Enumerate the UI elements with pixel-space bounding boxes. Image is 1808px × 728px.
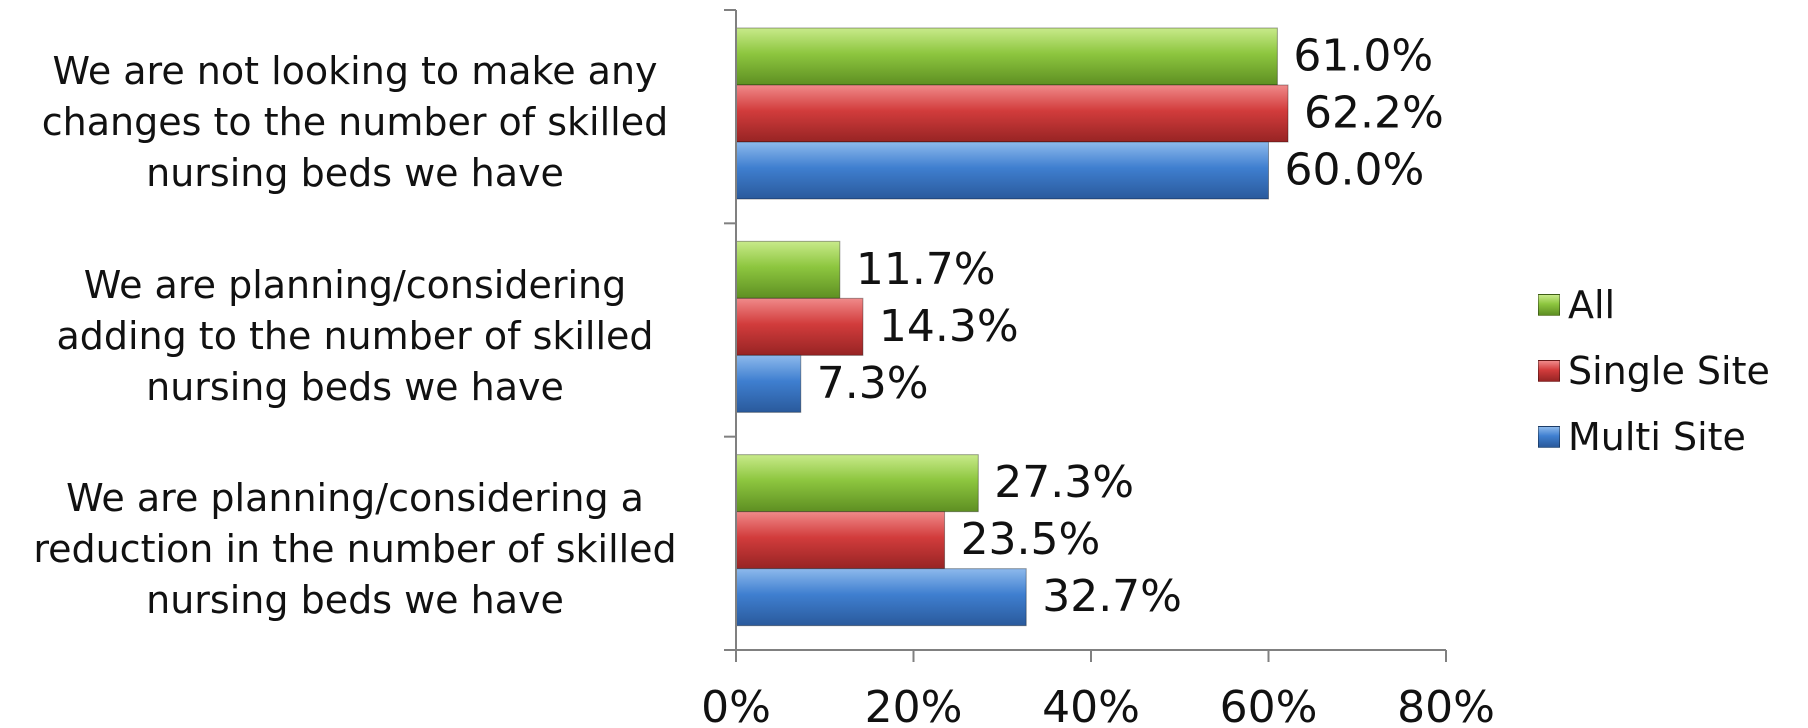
bar-all-2 [736,241,840,298]
data-label-single-site-2: 14.3% [879,301,1019,352]
data-label-all-1: 61.0% [1293,31,1433,82]
bar-all-3 [736,455,978,512]
x-tick-label-40: 40% [1042,682,1140,728]
data-label-single-site-3: 23.5% [961,514,1101,565]
bar-multi-site-2 [736,355,801,412]
category-label-line: nursing beds we have [5,148,705,199]
x-tick-label-80: 80% [1397,682,1495,728]
category-label-line: We are planning/considering a [5,473,705,524]
category-label-3: We are planning/considering a reduction i… [5,473,705,626]
bar-multi-site-3 [736,569,1026,626]
bar-single-site-1 [736,85,1288,142]
legend: All Single Site Multi Site [1538,272,1770,470]
legend-item-all: All [1538,272,1770,338]
legend-label-all: All [1568,283,1615,327]
data-label-multi-site-3: 32.7% [1042,571,1182,622]
category-label-line: We are planning/considering [5,260,705,311]
data-label-all-3: 27.3% [994,457,1134,508]
legend-swatch-all [1538,294,1560,316]
category-label-line: adding to the number of skilled [5,311,705,362]
legend-label-single-site: Single Site [1568,349,1770,393]
category-label-2: We are planning/considering adding to the… [5,260,705,413]
category-label-line: changes to the number of skilled [5,97,705,148]
data-label-multi-site-1: 60.0% [1285,145,1425,196]
x-tick-label-0: 0% [701,682,771,728]
legend-swatch-multi-site [1538,426,1560,448]
data-label-all-2: 11.7% [856,244,996,295]
category-label-line: nursing beds we have [5,575,705,626]
legend-item-multi-site: Multi Site [1538,404,1770,470]
category-label-1: We are not looking to make any changes to… [5,46,705,199]
data-label-single-site-1: 62.2% [1304,88,1444,139]
x-tick-label-20: 20% [865,682,963,728]
x-tick-label-60: 60% [1220,682,1318,728]
category-label-line: reduction in the number of skilled [5,524,705,575]
data-label-multi-site-2: 7.3% [817,358,929,409]
category-label-line: We are not looking to make any [5,46,705,97]
legend-label-multi-site: Multi Site [1568,415,1746,459]
bar-single-site-3 [736,512,945,569]
bar-multi-site-1 [736,142,1269,199]
bar-all-1 [736,28,1277,85]
legend-swatch-single-site [1538,360,1560,382]
legend-item-single-site: Single Site [1538,338,1770,404]
category-label-line: nursing beds we have [5,362,705,413]
bar-single-site-2 [736,298,863,355]
